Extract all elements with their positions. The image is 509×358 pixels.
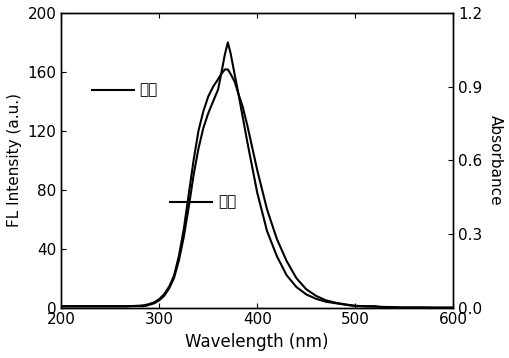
Text: 吸收: 吸收 bbox=[218, 194, 236, 209]
Y-axis label: FL Intensity (a.u.): FL Intensity (a.u.) bbox=[7, 93, 22, 227]
Y-axis label: Absorbance: Absorbance bbox=[487, 115, 502, 205]
X-axis label: Wavelength (nm): Wavelength (nm) bbox=[185, 333, 328, 351]
Text: 激发: 激发 bbox=[139, 82, 158, 97]
